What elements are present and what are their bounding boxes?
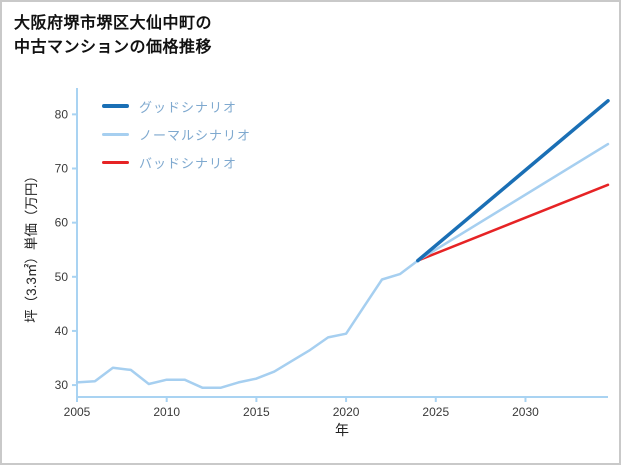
good-scenario-line-swatch — [102, 104, 129, 108]
bad-scenario-line-swatch — [102, 160, 129, 164]
x-axis-label: 年 — [335, 422, 349, 438]
y-tick-label: 80 — [55, 107, 69, 121]
x-tick-label: 2030 — [512, 405, 539, 419]
y-axis-label: 坪（3.3㎡）単価（万円） — [24, 169, 39, 323]
series-line-2 — [416, 183, 610, 262]
y-tick-label: 50 — [55, 270, 69, 284]
chart-title-line1: 大阪府堺市堺区大仙中町の — [14, 15, 213, 32]
legend-label-bad-scenario: バッドシナリオ — [139, 155, 238, 171]
series-line-0 — [416, 99, 610, 263]
legend-item-good-scenario: グッドシナリオ — [102, 92, 251, 120]
y-tick-label: 40 — [55, 324, 69, 338]
y-tick-label: 70 — [55, 162, 69, 176]
x-tick-label: 2025 — [422, 405, 449, 419]
chart-title-line2: 中古マンションの価格推移 — [14, 39, 213, 56]
legend: グッドシナリオ ノーマルシナリオ バッドシナリオ — [102, 92, 251, 176]
legend-item-normal-scenario: ノーマルシナリオ — [102, 120, 251, 148]
legend-label-normal-scenario: ノーマルシナリオ — [139, 127, 252, 143]
x-tick-label: 2010 — [153, 405, 180, 419]
y-tick-label: 30 — [55, 378, 69, 392]
series-line-1 — [75, 142, 610, 390]
legend-label-good-scenario: グッドシナリオ — [139, 99, 238, 115]
x-tick-label: 2015 — [243, 405, 270, 419]
normal-scenario-line-swatch — [102, 132, 129, 136]
x-tick-label: 2020 — [333, 405, 360, 419]
legend-item-bad-scenario: バッドシナリオ — [102, 148, 251, 176]
x-tick-label: 2005 — [64, 405, 91, 419]
chart-title: 大阪府堺市堺区大仙中町の 中古マンションの価格推移 — [14, 12, 212, 60]
y-tick-label: 60 — [55, 216, 69, 230]
